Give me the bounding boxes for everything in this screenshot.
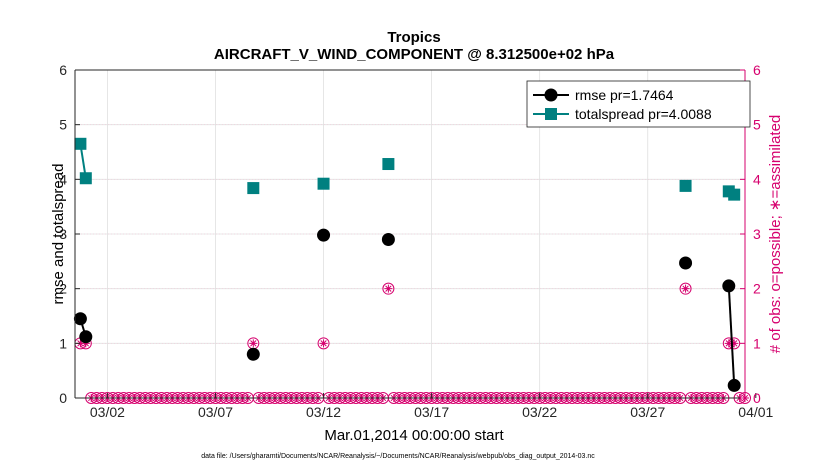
y2-axis-label: # of obs: o=possible; ∗=assimilated xyxy=(767,115,784,354)
y-tick-label: 2 xyxy=(59,281,67,297)
spread-point xyxy=(74,137,87,150)
y2-tick-label: 6 xyxy=(753,62,761,78)
obs-possible-marker xyxy=(382,282,395,295)
y-tick-label: 4 xyxy=(59,171,67,187)
y-tick-label: 6 xyxy=(59,62,67,78)
y-tick-label: 0 xyxy=(59,390,67,406)
x-axis-label: Mar.01,2014 00:00:00 start xyxy=(324,427,504,444)
x-tick-label: 04/01 xyxy=(738,404,773,420)
rmse-point xyxy=(73,312,87,326)
obs-count-point xyxy=(382,282,395,295)
obs-count-point xyxy=(679,282,692,295)
rmse-line-segment xyxy=(727,285,736,386)
spread-point xyxy=(728,188,741,201)
obs-count-point xyxy=(728,337,741,350)
x-tick-label: 03/17 xyxy=(414,404,449,420)
legend-rmse-marker xyxy=(544,88,558,102)
y-tick-label: 1 xyxy=(59,335,67,351)
spread-point xyxy=(317,177,330,190)
legend-spread-marker xyxy=(545,108,557,120)
x-tick-label: 03/02 xyxy=(90,404,125,420)
spread-point xyxy=(247,182,260,195)
legend-spread-label: totalspread pr=4.0088 xyxy=(575,106,712,122)
obs-assimilated-marker xyxy=(249,339,258,348)
obs-count-point xyxy=(317,337,330,350)
legend-box xyxy=(526,80,751,128)
x-tick-label: 03/07 xyxy=(198,404,233,420)
rmse-point xyxy=(317,228,331,242)
rmse-point xyxy=(727,378,741,392)
obs-possible-marker xyxy=(728,337,741,350)
y2-tick-label: 3 xyxy=(753,226,761,242)
obs-assimilated-marker xyxy=(730,339,739,348)
y2-tick-label: 2 xyxy=(753,281,761,297)
y-axis-label: rmse and totalspread xyxy=(50,164,67,305)
y-tick-label: 5 xyxy=(59,117,67,133)
footnote: data file: /Users/gharamti/Documents/NCA… xyxy=(201,453,595,460)
x-tick-label: 03/12 xyxy=(306,404,341,420)
series-layer xyxy=(73,137,741,392)
spread-point xyxy=(382,158,395,171)
tick-labels: 03/02 03/07 03/12 03/17 03/22 03/27 04/0101234… xyxy=(59,62,773,420)
rmse-point xyxy=(381,232,395,246)
y-tick-label: 3 xyxy=(59,226,67,242)
legend: rmse pr=1.7464 totalspread pr=4.0088 xyxy=(526,80,751,128)
obs-assimilated-marker xyxy=(681,284,690,293)
obs-assimilated-marker xyxy=(384,284,393,293)
legend-rmse-label: rmse pr=1.7464 xyxy=(575,87,674,103)
rmse-point xyxy=(722,279,736,293)
rmse-point xyxy=(246,347,260,361)
y2-tick-label: 5 xyxy=(753,117,761,133)
rmse-point xyxy=(679,256,693,270)
y2-tick-label: 4 xyxy=(753,171,761,187)
obs-possible-marker xyxy=(317,337,330,350)
obs-assimilated-marker xyxy=(319,339,328,348)
x-tick-label: 03/27 xyxy=(630,404,665,420)
obs-possible-marker xyxy=(679,282,692,295)
y2-tick-label: 1 xyxy=(753,335,761,351)
chart-subtitle: AIRCRAFT_V_WIND_COMPONENT @ 8.312500e+02… xyxy=(214,46,615,63)
rmse-point xyxy=(79,330,93,344)
obs-count-point xyxy=(247,337,260,350)
spread-point xyxy=(79,172,92,185)
y2-tick-label: 0 xyxy=(753,390,761,406)
obs-assimilated-marker xyxy=(81,339,90,348)
chart-title: Tropics xyxy=(387,29,440,46)
x-tick-label: 03/22 xyxy=(522,404,557,420)
spread-point xyxy=(679,179,692,192)
